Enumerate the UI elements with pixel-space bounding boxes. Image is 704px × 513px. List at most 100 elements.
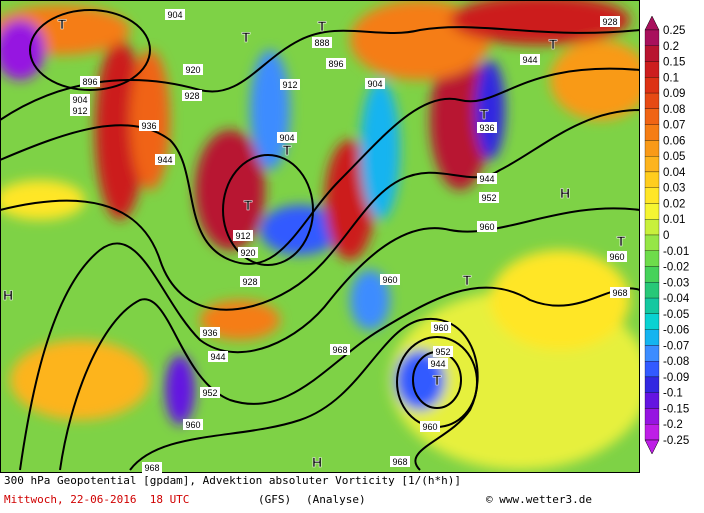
pressure-label: 960 bbox=[433, 323, 448, 333]
colorbar-label: 0.08 bbox=[663, 104, 685, 116]
colorbar-swatch bbox=[644, 156, 660, 173]
colorbar-swatch bbox=[644, 140, 660, 157]
pressure-label: 944 bbox=[522, 55, 537, 65]
label-box bbox=[165, 9, 185, 20]
colorbar-swatch bbox=[644, 424, 660, 441]
pressure-label: 904 bbox=[279, 133, 294, 143]
pressure-label: 944 bbox=[210, 352, 225, 362]
footer-model: (GFS) bbox=[258, 493, 292, 506]
pressure-center: T bbox=[433, 372, 442, 388]
pressure-label: 912 bbox=[72, 106, 87, 116]
colorbar-arrow bbox=[644, 439, 660, 455]
colorbar-label: 0.04 bbox=[663, 167, 686, 179]
colorbar-label: -0.25 bbox=[663, 435, 689, 447]
colorbar-swatch bbox=[644, 266, 660, 283]
label-box bbox=[479, 192, 499, 203]
label-box bbox=[610, 287, 630, 298]
colorbar-swatch bbox=[644, 77, 660, 94]
label-box bbox=[280, 79, 300, 90]
colorbar-swatch bbox=[644, 187, 660, 204]
label-box bbox=[428, 358, 448, 369]
pressure-center: T bbox=[463, 272, 472, 288]
pressure-label: 960 bbox=[422, 422, 437, 432]
colorbar-swatch bbox=[644, 108, 660, 125]
colorbar-label: 0.05 bbox=[663, 151, 685, 163]
pressure-label: 944 bbox=[157, 155, 172, 165]
colorbar-swatch bbox=[644, 61, 660, 78]
label-box bbox=[520, 54, 540, 65]
label-box bbox=[277, 132, 297, 143]
colorbar-swatch bbox=[644, 376, 660, 393]
pressure-label: 928 bbox=[184, 91, 199, 101]
pressure-label: 888 bbox=[314, 38, 329, 48]
label-box bbox=[433, 346, 453, 357]
label-box bbox=[183, 64, 203, 75]
label-box bbox=[80, 76, 100, 87]
colorbar-swatch bbox=[644, 408, 660, 425]
colorbar-swatch bbox=[644, 124, 660, 141]
label-box bbox=[431, 322, 451, 333]
pressure-label: 968 bbox=[144, 463, 159, 473]
colorbar-swatch bbox=[644, 92, 660, 109]
colorbar-label: -0.09 bbox=[663, 372, 689, 384]
colorbar-label: 0.02 bbox=[663, 198, 685, 210]
colorbar-arrow bbox=[644, 15, 660, 31]
label-box bbox=[477, 122, 497, 133]
footer-title: 300 hPa Geopotential [gpdam], Advektion … bbox=[4, 474, 461, 487]
pressure-center: T bbox=[283, 142, 292, 158]
pressure-label: 904 bbox=[167, 10, 182, 20]
label-box bbox=[70, 94, 90, 105]
colorbar-label: -0.07 bbox=[663, 340, 689, 352]
label-box bbox=[183, 419, 203, 430]
colorbar-swatch bbox=[644, 219, 660, 236]
colorbar-label: -0.15 bbox=[663, 403, 689, 415]
vorticity-field bbox=[0, 0, 640, 473]
label-box bbox=[365, 78, 385, 89]
colorbar-label: -0.06 bbox=[663, 325, 689, 337]
pressure-center: H bbox=[3, 287, 13, 303]
colorbar-label: 0.1 bbox=[663, 72, 679, 84]
colorbar-swatch bbox=[644, 329, 660, 346]
colorbar-label: -0.02 bbox=[663, 262, 689, 274]
pressure-center: T bbox=[549, 36, 558, 52]
label-box bbox=[390, 456, 410, 467]
pressure-label: 912 bbox=[282, 80, 297, 90]
label-box bbox=[233, 230, 253, 241]
contours bbox=[0, 9, 640, 471]
colorbar-label: -0.08 bbox=[663, 356, 689, 368]
pressure-label: 968 bbox=[392, 457, 407, 467]
colorbar-label: -0.03 bbox=[663, 277, 689, 289]
label-box bbox=[238, 247, 258, 258]
footer-credit: © www.wetter3.de bbox=[486, 493, 592, 506]
pressure-label: 912 bbox=[235, 231, 250, 241]
pressure-label: 936 bbox=[479, 123, 494, 133]
colorbar-label: -0.2 bbox=[663, 419, 683, 431]
pressure-label: 928 bbox=[242, 277, 257, 287]
pressure-center: T bbox=[58, 16, 67, 32]
pressure-label: 920 bbox=[185, 65, 200, 75]
pressure-label: 904 bbox=[367, 79, 382, 89]
colorbar-swatch bbox=[644, 45, 660, 62]
pressure-center: T bbox=[617, 233, 626, 249]
pressure-label: 896 bbox=[328, 59, 343, 69]
label-box bbox=[600, 16, 620, 27]
label-box bbox=[477, 173, 497, 184]
pressure-label: 944 bbox=[479, 174, 494, 184]
pressure-label: 960 bbox=[479, 222, 494, 232]
colorbar-label: -0.01 bbox=[663, 246, 689, 258]
colorbar-swatch bbox=[644, 203, 660, 220]
label-box bbox=[312, 37, 332, 48]
label-box bbox=[155, 154, 175, 165]
colorbar-label: -0.04 bbox=[663, 293, 690, 305]
footer-run: (Analyse) bbox=[306, 493, 366, 506]
pressure-label: 960 bbox=[609, 252, 624, 262]
colorbar-swatch bbox=[644, 345, 660, 362]
map-frame bbox=[0, 0, 640, 473]
pressure-label: 960 bbox=[382, 275, 397, 285]
pressure-center: T bbox=[244, 197, 253, 213]
pressure-center: T bbox=[318, 18, 327, 34]
colorbar-label: -0.1 bbox=[663, 388, 683, 400]
pressure-label: 968 bbox=[612, 288, 627, 298]
pressure-label: 952 bbox=[435, 347, 450, 357]
